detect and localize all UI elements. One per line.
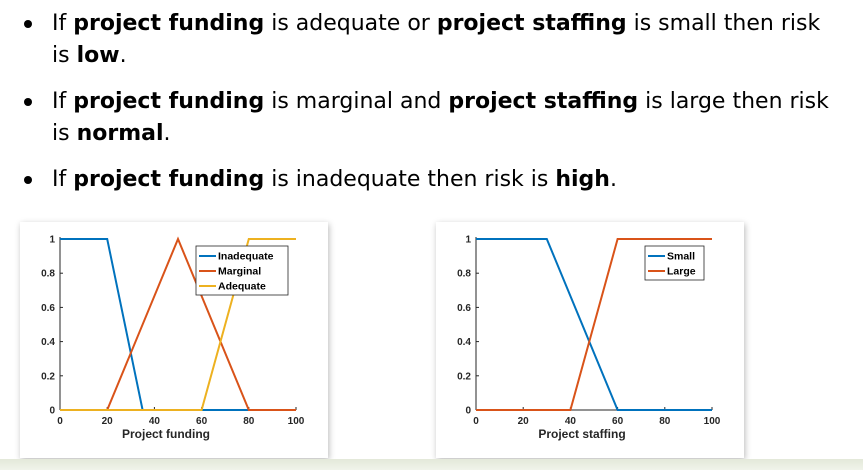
bottom-band — [0, 459, 863, 470]
staffing-figure: 0 0.2 0.4 0.6 0.8 1 0 20 40 60 80 100 Project staffi… — [436, 222, 744, 458]
y-tick-label: 0 — [49, 406, 55, 417]
funding-chart: 0 0.2 0.4 0.6 0.8 1 0 20 40 60 80 100 Project fundin… — [41, 235, 305, 442]
bullet-plain-text: is adequate or — [264, 11, 437, 36]
x-tick-label: 40 — [149, 416, 161, 427]
bullet-text: If project funding is adequate or projec… — [52, 11, 820, 68]
bullet-dot-icon — [24, 20, 32, 28]
bullet-plain-text: . — [119, 43, 127, 68]
legend-label: Marginal — [218, 266, 261, 278]
legend-label: Large — [667, 266, 696, 278]
x-tick-label: 40 — [565, 416, 577, 427]
bullet-plain-text: If — [52, 11, 74, 36]
staffing-chart: 0 0.2 0.4 0.6 0.8 1 0 20 40 60 80 100 Project staffi… — [457, 235, 721, 442]
y-tick-label: 0.4 — [457, 337, 471, 348]
bullet-plain-text: . — [163, 121, 171, 146]
bullet-plain-text: If — [52, 89, 74, 114]
y-tick-label: 0.2 — [41, 371, 55, 382]
y-tick-label: 1 — [465, 235, 471, 246]
y-tick-label: 0.8 — [41, 269, 55, 280]
legend: Small Large — [644, 245, 705, 281]
x-axis-label: Project staffing — [538, 427, 625, 441]
x-tick-label: 60 — [612, 416, 624, 427]
series-line-small — [476, 238, 712, 411]
x-tick-label: 100 — [704, 416, 721, 427]
series-line-inadequate — [60, 238, 296, 411]
legend-label: Small — [667, 251, 695, 263]
bullet-text: If project funding is inadequate then ri… — [52, 167, 617, 192]
bullet-bold-text: high — [555, 167, 610, 192]
bullet-plain-text: is large then risk is — [52, 89, 829, 146]
x-tick-label: 80 — [243, 416, 255, 427]
bullet-bold-text: project funding — [73, 167, 265, 192]
bullet-text: If project funding is marginal and proje… — [52, 89, 829, 146]
bullet-dot-icon — [24, 98, 32, 106]
y-tick-label: 0.4 — [41, 337, 55, 348]
bullet-bold-text: project funding — [73, 11, 265, 36]
bullet-bold-text: project funding — [73, 89, 265, 114]
bullet-bold-text: project staffing — [448, 89, 639, 114]
y-tick-label: 0.6 — [457, 303, 471, 314]
bullet-plain-text: If — [52, 167, 74, 192]
bullet-bold-text: project staffing — [436, 11, 627, 36]
x-tick-label: 80 — [659, 416, 671, 427]
legend-box — [644, 245, 705, 281]
x-tick-label: 0 — [473, 416, 479, 427]
x-tick-label: 20 — [518, 416, 530, 427]
bullet-bold-text: low — [76, 43, 120, 68]
x-axis-label: Project funding — [122, 427, 210, 441]
bullet-dot-icon — [24, 176, 32, 184]
legend: Inadequate Marginal Adequate — [195, 245, 289, 296]
bullet-plain-text: . — [609, 167, 617, 192]
bullet-plain-text: is inadequate then risk is — [264, 167, 556, 192]
bullet-item: If project funding is marginal and proje… — [20, 86, 840, 150]
y-tick-label: 0 — [465, 406, 471, 417]
series-line-large — [476, 238, 712, 411]
series-line-adequate — [60, 238, 296, 411]
x-tick-label: 0 — [57, 416, 63, 427]
x-tick-label: 100 — [288, 416, 305, 427]
bullet-plain-text: is small then risk is — [52, 11, 821, 68]
bullet-bold-text: normal — [76, 121, 164, 146]
legend-label: Adequate — [218, 281, 266, 293]
y-tick-label: 0.8 — [457, 269, 471, 280]
y-tick-label: 0.6 — [41, 303, 55, 314]
y-tick-label: 1 — [49, 235, 55, 246]
bullet-item: If project funding is inadequate then ri… — [20, 164, 840, 196]
bullet-plain-text: is marginal and — [264, 89, 449, 114]
bullet-list: If project funding is adequate or projec… — [20, 8, 840, 210]
legend-label: Inadequate — [218, 251, 274, 263]
x-tick-label: 60 — [196, 416, 208, 427]
funding-figure: 0 0.2 0.4 0.6 0.8 1 0 20 40 60 80 100 Project fundin… — [20, 222, 328, 458]
y-tick-label: 0.2 — [457, 371, 471, 382]
x-tick-label: 20 — [102, 416, 114, 427]
bullet-item: If project funding is adequate or projec… — [20, 8, 840, 72]
